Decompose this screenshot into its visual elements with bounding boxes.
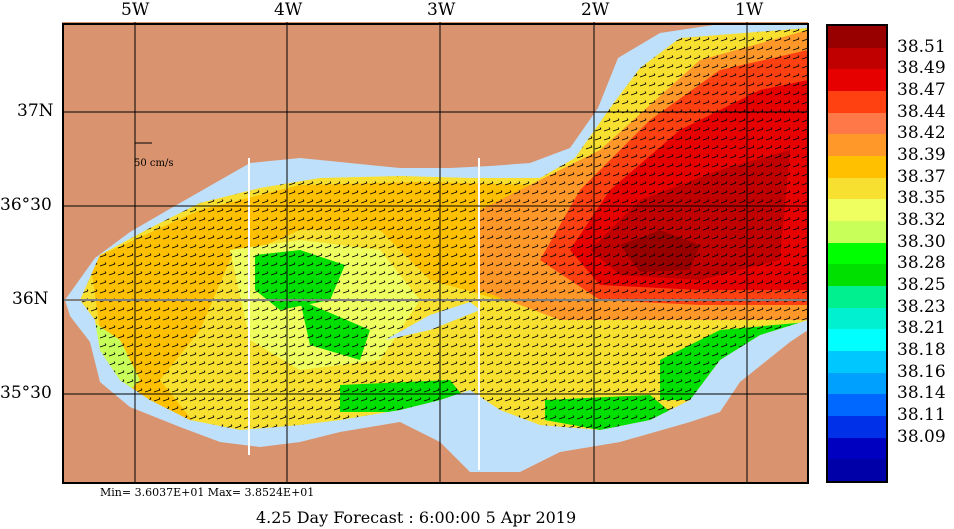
colorbar-label: 38.28 xyxy=(897,253,946,274)
colorbar-band xyxy=(828,372,886,395)
colorbar-band xyxy=(828,351,886,373)
colorbar-label: 38.39 xyxy=(897,145,946,165)
colorbar-label: 38.16 xyxy=(897,361,946,382)
colorbar-label: 38.47 xyxy=(897,80,946,100)
graticule xyxy=(62,22,808,483)
lat-label: 37N xyxy=(17,101,54,121)
colorbar-label: 38.37 xyxy=(897,166,946,187)
colorbar-band xyxy=(828,459,886,482)
colorbar-band xyxy=(828,134,886,157)
forecast-title: 4.25 Day Forecast : 6:00:00 5 Apr 2019 xyxy=(256,508,577,527)
colorbar-label: 38.49 xyxy=(897,58,946,79)
lon-label: 3W xyxy=(427,0,456,20)
colorbar-band xyxy=(828,177,886,200)
scale-label: 50 cm/s xyxy=(134,158,174,169)
colorbar-band xyxy=(828,242,886,265)
colorbar-band xyxy=(828,307,886,330)
colorbar-band xyxy=(828,112,886,135)
colorbar-band xyxy=(828,91,886,113)
colorbar-label: 38.35 xyxy=(897,188,946,209)
colorbar-label: 38.11 xyxy=(897,405,946,425)
colorbar-label: 38.09 xyxy=(897,426,946,447)
lat-label: 35°30 xyxy=(0,383,52,403)
colorbar-band xyxy=(828,437,886,460)
colorbar-band xyxy=(828,394,886,417)
colorbar xyxy=(826,24,888,483)
colorbar-label: 38.14 xyxy=(897,383,946,404)
island-coast xyxy=(385,302,480,340)
colorbar-label: 38.44 xyxy=(897,101,946,122)
colorbar-band xyxy=(828,199,886,222)
colorbar-band xyxy=(828,329,886,352)
colorbar-label: 38.18 xyxy=(897,340,946,360)
lon-label: 1W xyxy=(735,0,764,20)
colorbar-band xyxy=(828,156,886,178)
colorbar-label: 38.51 xyxy=(897,36,946,57)
colorbar-label: 38.23 xyxy=(897,296,946,317)
colorbar-band xyxy=(828,47,886,70)
colorbar-label: 38.42 xyxy=(897,123,946,144)
colorbar-band xyxy=(828,416,886,438)
colorbar-band xyxy=(828,264,886,287)
lat-label: 36°30 xyxy=(0,195,52,215)
colorbar-label: 38.25 xyxy=(897,275,946,295)
colorbar-label: 38.21 xyxy=(897,318,946,339)
lon-label: 4W xyxy=(274,0,303,20)
lon-label: 2W xyxy=(581,0,610,20)
lat-label: 36N xyxy=(12,289,49,309)
colorbar-label: 38.30 xyxy=(897,231,946,252)
lon-label: 5W xyxy=(121,0,150,20)
min-max-text: Min= 3.6037E+01 Max= 3.8524E+01 xyxy=(100,486,315,499)
colorbar-band xyxy=(828,26,886,48)
colorbar-band xyxy=(828,69,886,92)
colorbar-band xyxy=(828,286,886,308)
map-frame xyxy=(62,23,809,484)
colorbar-label: 38.32 xyxy=(897,210,946,230)
colorbar-band xyxy=(828,221,886,243)
